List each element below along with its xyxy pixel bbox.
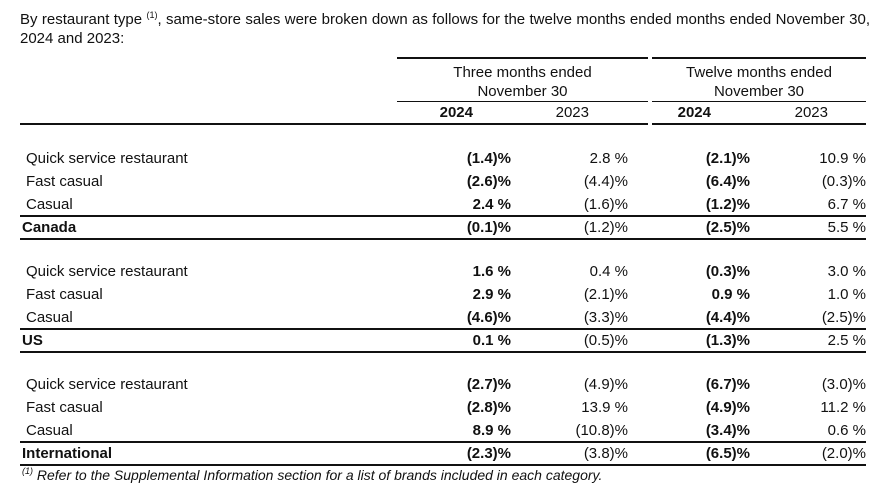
row-label: Quick service restaurant [26,263,188,280]
row-value: 5.5 % [827,219,866,236]
total-row: US 0.1 % (0.5)% (1.3)% 2.5 % [0,329,886,352]
row-value: (3.8)% [583,445,628,462]
row-value: (4.9)% [705,399,750,416]
row-value: (2.7)% [466,376,511,393]
row-value: (10.8)% [575,422,628,439]
row-value: (2.3)% [466,445,511,462]
table-row: Casual 8.9 % (10.8)% (3.4)% 0.6 % [0,419,886,442]
total-row: Canada (0.1)% (1.2)% (2.5)% 5.5 % [0,216,886,239]
total-rule [20,328,866,330]
row-value: 11.2 % [820,399,866,416]
row-value: (2.5)% [821,309,866,326]
intro-text-continued: , same-store sales were broken down as f… [20,11,870,47]
row-value: 0.6 % [827,422,866,439]
year-header: 2024 [677,104,711,121]
row-value: (0.5)% [583,332,628,349]
table-rule [20,123,648,125]
row-value: (1.2)% [705,196,750,213]
row-value: (6.5)% [705,445,750,462]
intro-paragraph: By restaurant type (1), same-store sales… [20,6,870,48]
row-value: (4.4)% [705,309,750,326]
row-value: (2.8)% [466,399,511,416]
row-value: (3.0)% [821,376,866,393]
table-row: Quick service restaurant (2.7)% (4.9)% (6.7… [0,373,886,396]
row-value: 0.4 % [589,263,628,280]
header-rule [397,101,648,102]
row-value: (3.4)% [705,422,750,439]
row-label: Casual [26,422,73,439]
total-rule [20,464,866,466]
row-label: Casual [26,309,73,326]
row-value: (2.5)% [705,219,750,236]
row-value: (6.4)% [705,173,750,190]
row-label: Fast casual [26,286,103,303]
intro-text: By restaurant type [20,11,147,28]
row-value: 10.9 % [819,150,866,167]
row-value: 2.8 % [589,150,628,167]
year-header: 2023 [555,104,589,121]
row-value: (4.4)% [583,173,628,190]
row-value: (6.7)% [705,376,750,393]
row-value: 1.6 % [472,263,511,280]
row-value: (2.0)% [821,445,866,462]
table-row: Fast casual 2.9 % (2.1)% 0.9 % 1.0 % [0,283,886,306]
row-value: 6.7 % [827,196,866,213]
row-value: 1.0 % [827,286,866,303]
footnote-reference: (1) [146,10,158,20]
row-label: US [22,332,43,349]
row-label: International [22,445,113,462]
row-value: 0.1 % [472,332,511,349]
total-rule [20,351,866,353]
row-label: Fast casual [26,399,103,416]
table-row: Quick service restaurant (1.4)% 2.8 % (2.1)… [0,147,886,170]
header-rule [652,101,866,102]
table-row: Fast casual (2.6)% (4.4)% (6.4)% (0.3)% [0,170,886,193]
footnote: (1) Refer to the Supplemental Informatio… [22,466,603,483]
row-value: 8.9 % [472,422,511,439]
row-label: Quick service restaurant [26,150,188,167]
row-value: (1.2)% [583,219,628,236]
total-rule [20,441,866,443]
row-value: 3.0 % [827,263,866,280]
three-months-header: Three months ended November 30 [453,64,592,100]
year-header: 2024 [439,104,473,121]
row-value: 0.9 % [711,286,750,303]
header-rule [397,57,648,59]
row-label: Quick service restaurant [26,376,188,393]
table-row: Casual 2.4 % (1.6)% (1.2)% 6.7 % [0,193,886,216]
row-value: 2.9 % [472,286,511,303]
row-value: (0.1)% [466,219,511,236]
table-row: Casual (4.6)% (3.3)% (4.4)% (2.5)% [0,306,886,329]
row-label: Casual [26,196,73,213]
year-header: 2023 [794,104,828,121]
row-value: (4.6)% [466,309,511,326]
row-label: Fast casual [26,173,103,190]
total-row: International (2.3)% (3.8)% (6.5)% (2.0)% [0,442,886,465]
total-rule [20,215,866,217]
row-value: 2.5 % [827,332,866,349]
row-label: Canada [22,219,77,236]
total-rule [20,238,866,240]
row-value: (3.3)% [583,309,628,326]
table-rule [652,123,866,125]
row-value: (1.4)% [466,150,511,167]
row-value: 13.9 % [581,399,628,416]
row-value: (4.9)% [583,376,628,393]
table-row: Fast casual (2.8)% 13.9 % (4.9)% 11.2 % [0,396,886,419]
row-value: 2.4 % [472,196,511,213]
header-rule [652,57,866,59]
row-value: (0.3)% [705,263,750,280]
row-value: (2.1)% [705,150,750,167]
row-value: (0.3)% [821,173,866,190]
twelve-months-header: Twelve months ended November 30 [686,64,832,100]
row-value: (2.6)% [466,173,511,190]
row-value: (1.6)% [583,196,628,213]
row-value: (2.1)% [583,286,628,303]
table-row: Quick service restaurant 1.6 % 0.4 % (0.3)%… [0,260,886,283]
row-value: (1.3)% [705,332,750,349]
